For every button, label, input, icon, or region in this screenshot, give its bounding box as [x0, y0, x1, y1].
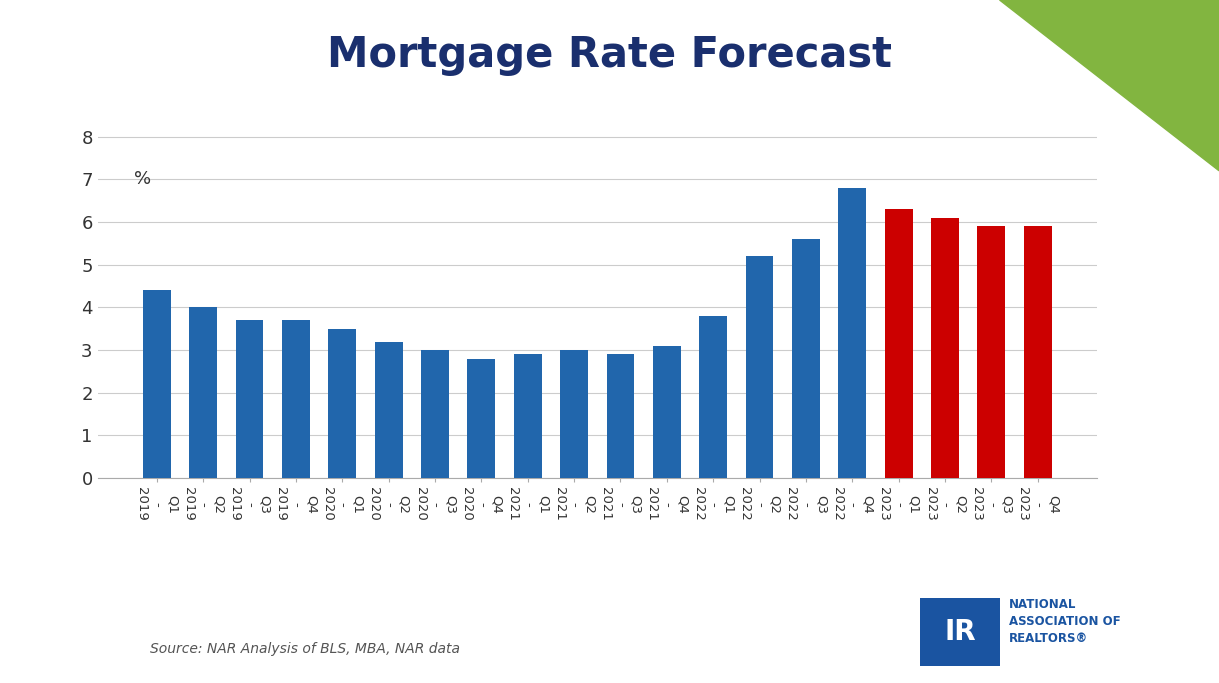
Text: Source: NAR Analysis of BLS, MBA, NAR data: Source: NAR Analysis of BLS, MBA, NAR da…: [150, 642, 460, 656]
Bar: [561, 350, 588, 478]
Bar: [978, 226, 1006, 478]
Bar: [792, 239, 820, 478]
Bar: [235, 320, 263, 478]
Bar: [700, 316, 727, 478]
Bar: [1024, 226, 1052, 478]
Bar: [607, 354, 634, 478]
Bar: [746, 256, 774, 478]
Text: NATIONAL
ASSOCIATION OF
REALTORS®: NATIONAL ASSOCIATION OF REALTORS®: [1009, 598, 1121, 645]
Bar: [328, 329, 356, 478]
Bar: [931, 218, 959, 478]
Bar: [421, 350, 449, 478]
Bar: [839, 188, 867, 478]
Bar: [374, 342, 402, 478]
Text: %: %: [134, 170, 151, 189]
Bar: [143, 290, 171, 478]
Text: Mortgage Rate Forecast: Mortgage Rate Forecast: [327, 34, 892, 76]
Bar: [189, 307, 217, 478]
Bar: [282, 320, 310, 478]
Bar: [514, 354, 541, 478]
Bar: [468, 359, 495, 478]
Bar: [885, 209, 913, 478]
Text: IR: IR: [945, 618, 975, 645]
Bar: [653, 346, 680, 478]
